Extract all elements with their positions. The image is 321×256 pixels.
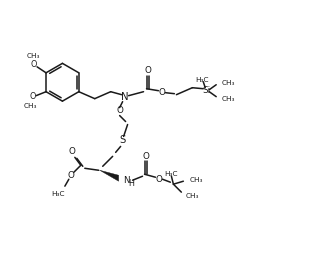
Text: H₃C: H₃C <box>51 191 65 197</box>
Text: O: O <box>68 147 75 156</box>
Text: CH₃: CH₃ <box>221 80 235 86</box>
Text: O: O <box>155 175 162 184</box>
Text: H: H <box>129 179 134 188</box>
Text: CH₃: CH₃ <box>189 177 203 183</box>
Text: O: O <box>144 66 151 75</box>
Text: Si: Si <box>202 86 210 95</box>
Text: H₃C: H₃C <box>165 171 178 177</box>
Text: H₃C: H₃C <box>195 77 209 83</box>
Text: N: N <box>123 176 130 185</box>
Text: O: O <box>30 92 36 101</box>
Text: O: O <box>158 88 165 97</box>
Text: CH₃: CH₃ <box>23 103 37 109</box>
Text: CH₃: CH₃ <box>26 53 40 59</box>
Text: N: N <box>121 92 128 102</box>
Text: CH₃: CH₃ <box>221 96 235 102</box>
Text: O: O <box>31 60 37 69</box>
Polygon shape <box>100 170 119 181</box>
Text: S: S <box>119 135 126 145</box>
Text: O: O <box>67 171 74 180</box>
Text: O: O <box>116 106 123 115</box>
Text: O: O <box>142 152 149 161</box>
Text: CH₃: CH₃ <box>185 193 199 199</box>
